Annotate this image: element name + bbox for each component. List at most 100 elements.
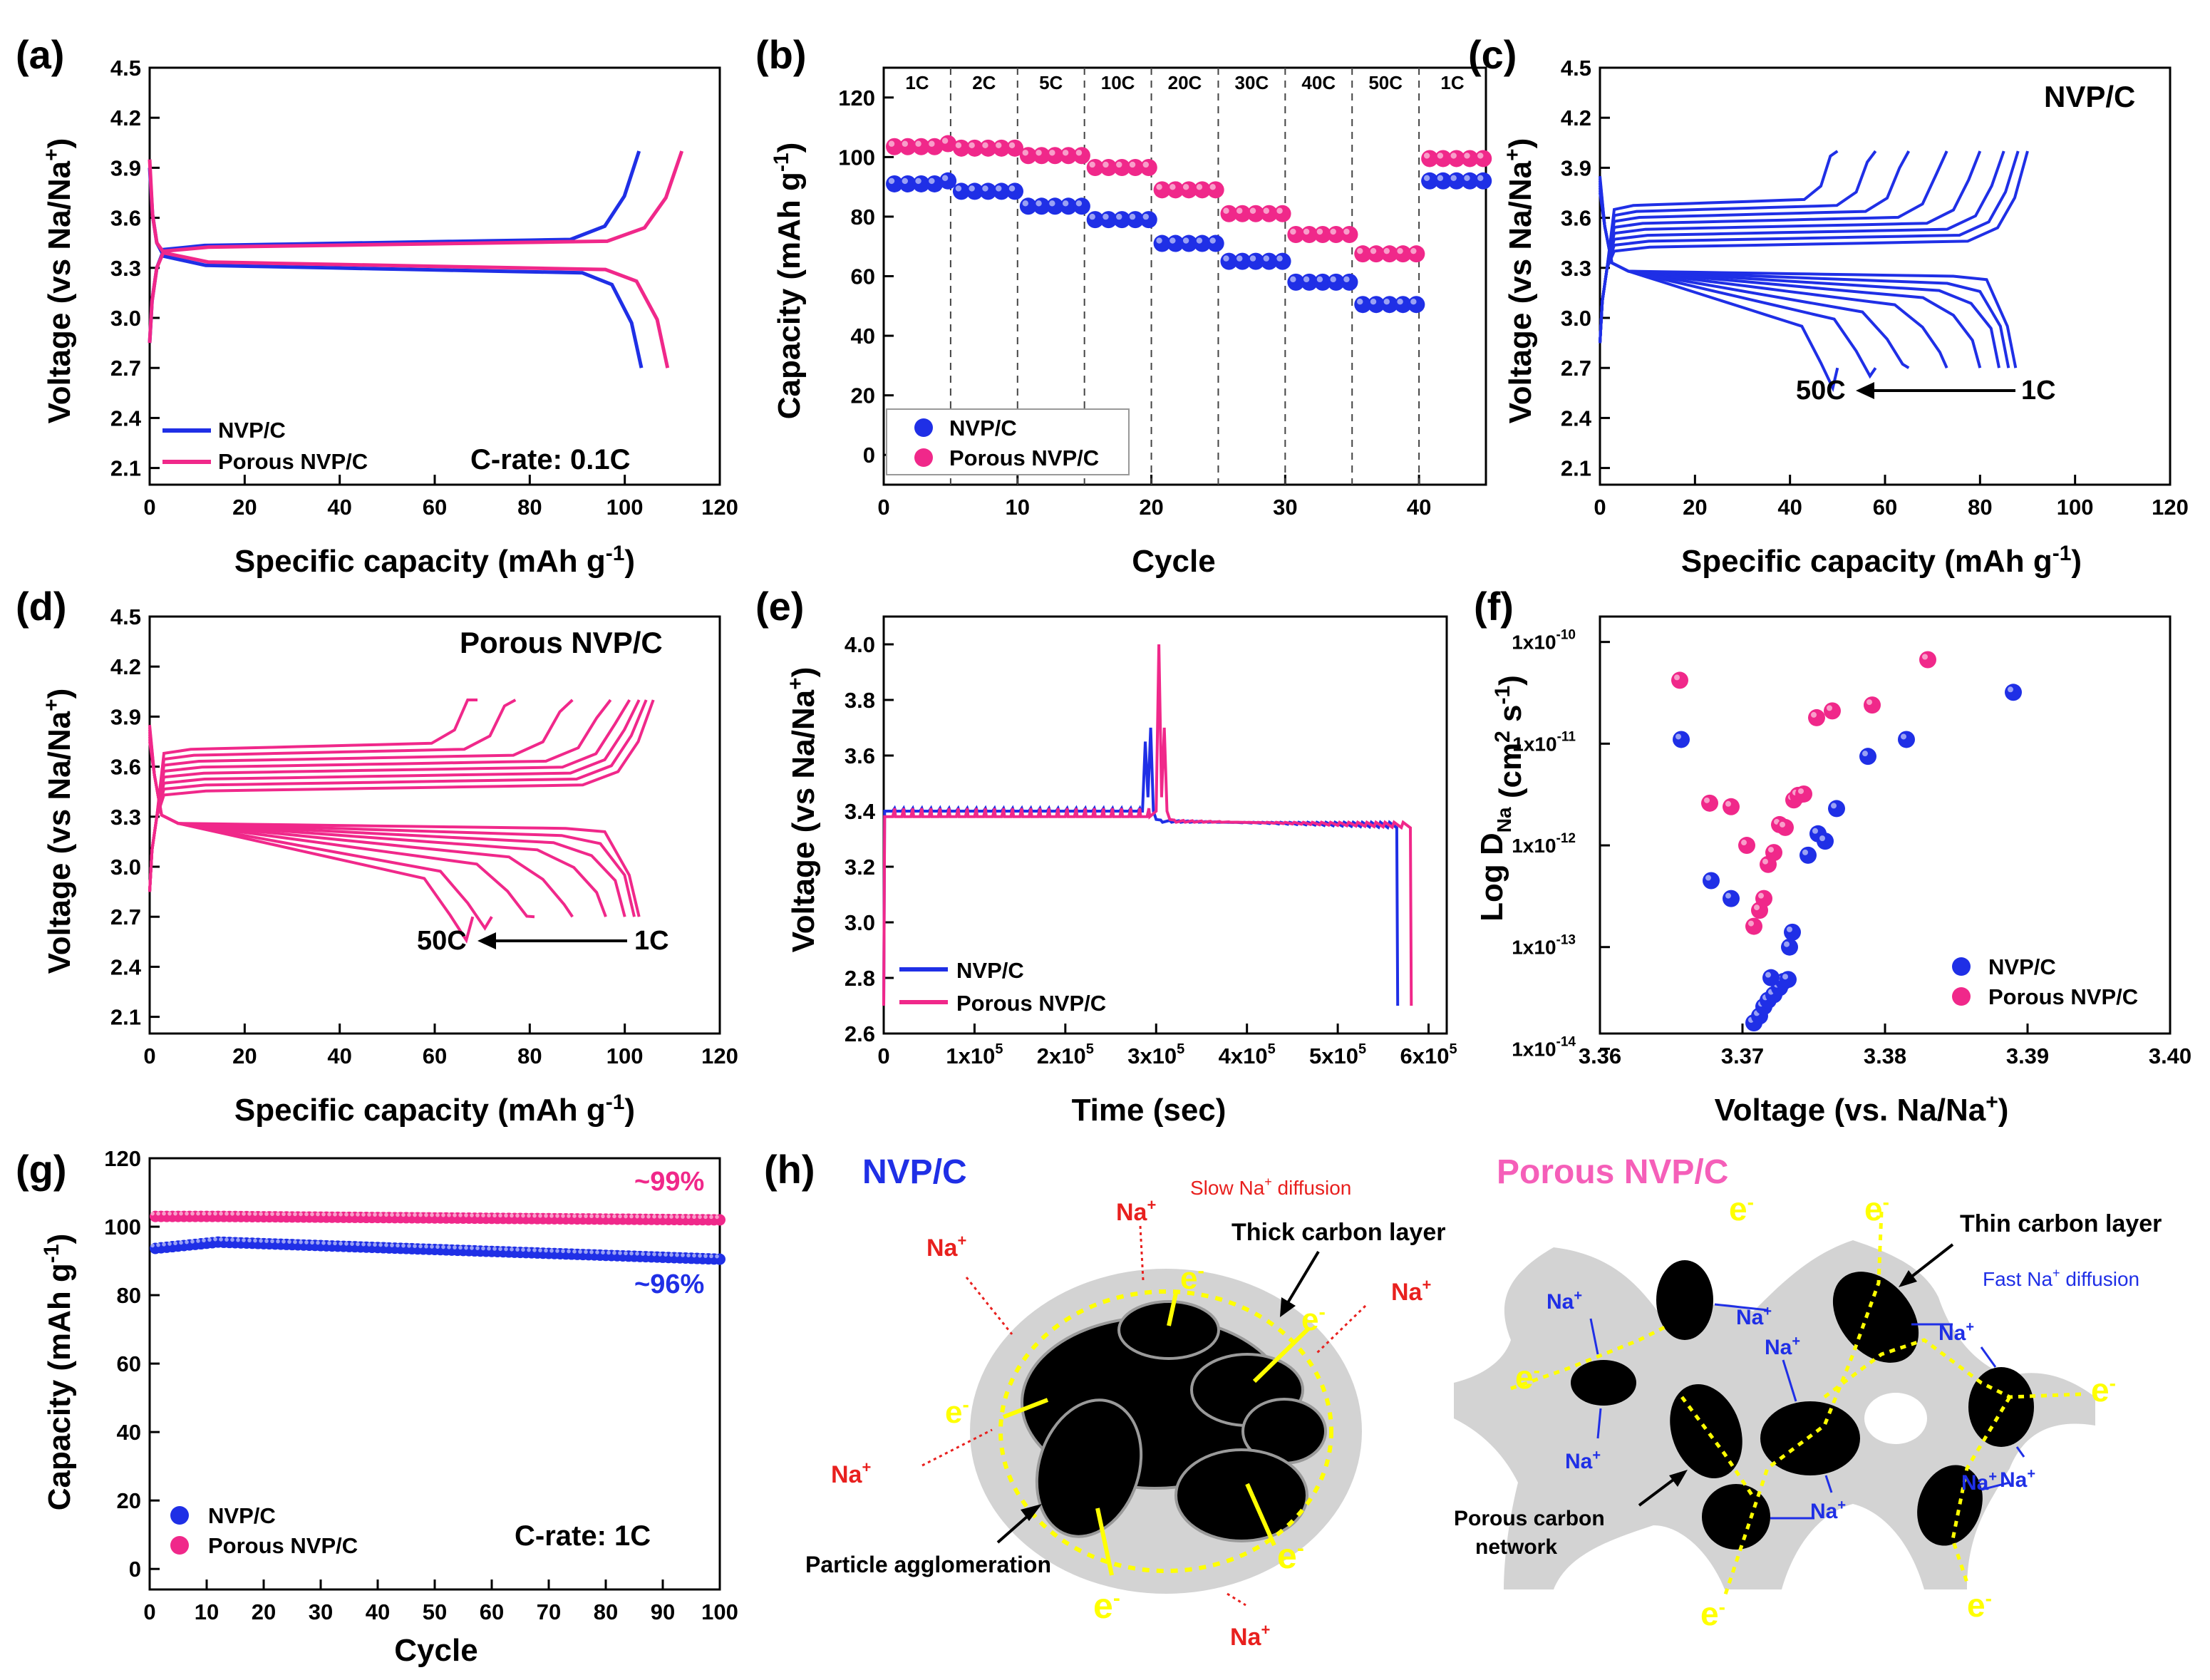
charge-curve-d: [148, 699, 655, 892]
diffusion-point-porous: [1723, 798, 1740, 815]
diffusion-point-porous: [1777, 818, 1794, 836]
cycle-point-nvp-g-highlight: [321, 1241, 326, 1245]
y-tick-label-b: 120: [838, 86, 875, 110]
pparticle-6: [1968, 1367, 2034, 1447]
legend-g: NVP/C Porous NVP/C: [170, 1503, 358, 1558]
pion-3: [1589, 1318, 1599, 1355]
cycle-point-nvp-highlight: [1196, 237, 1203, 244]
cycle-point-nvp-g-highlight: [344, 1242, 348, 1246]
cycle-point-porous-g-highlight: [230, 1211, 234, 1216]
gitt-curve-porous: [882, 644, 1413, 1006]
cycle-point-nvp-highlight: [1477, 175, 1484, 181]
y-tick-label-f: 1x10-13: [1512, 933, 1576, 959]
cycle-point-porous-g-highlight: [492, 1213, 497, 1218]
cycle-point-porous-g-highlight: [167, 1211, 172, 1216]
cycle-point-porous-g-highlight: [401, 1212, 406, 1217]
cycle-point-porous-highlight: [888, 140, 895, 147]
pe-label-3: e-: [1515, 1359, 1540, 1396]
cycle-point-porous-g-highlight: [390, 1212, 394, 1217]
cycle-point-nvp-highlight: [1142, 213, 1150, 220]
cycle-point-nvp-g-highlight: [207, 1237, 212, 1242]
cycle-point-porous-g-highlight: [333, 1212, 337, 1217]
cycle-point-nvp-g-highlight: [618, 1251, 622, 1255]
x-tick-label-c: 120: [2152, 495, 2189, 520]
y-tick-label-d: 3.6: [110, 755, 141, 780]
x-tick-label-d: 0: [143, 1043, 155, 1068]
cycle-point-porous-g-highlight: [458, 1213, 463, 1217]
cycle-point-porous-g-highlight: [259, 1212, 263, 1216]
cycle-point-porous-g-highlight: [715, 1215, 719, 1220]
cycle-point-porous-highlight: [1263, 207, 1270, 214]
y-tick-label-a: 3.3: [110, 256, 141, 281]
cycle-point-nvp-g-highlight: [538, 1248, 542, 1252]
x-tick-text-e: 6x10: [1400, 1043, 1449, 1068]
pe-label-2: e-: [1864, 1190, 1889, 1227]
schematic-nvp-c: NVP/C e- e- e- e-: [805, 1153, 1445, 1651]
x-tick-text-a: 40: [327, 495, 351, 520]
cycle-point-nvp: [1475, 172, 1492, 190]
cycle-point-nvp-highlight: [888, 177, 895, 185]
diffusion-point-highlight: [1674, 674, 1680, 681]
x-tick-label-e: 4x105: [1219, 1041, 1276, 1068]
cycle-point-porous-g-highlight: [641, 1214, 645, 1219]
y-tick-label-c: 3.0: [1561, 306, 1591, 331]
cycle-point-nvp-g-highlight: [230, 1237, 234, 1242]
legend-e: NVP/C Porous NVP/C: [899, 958, 1106, 1016]
y-tick-label-c: 2.1: [1561, 456, 1591, 481]
x-tick-label-g: 80: [594, 1599, 618, 1624]
cycle-point-nvp-g-highlight: [475, 1246, 480, 1250]
cycle-point-porous-highlight: [1290, 228, 1296, 235]
x-tick-text-g: 0: [143, 1599, 155, 1624]
diffusion-point-highlight: [1784, 941, 1790, 947]
cycle-point-nvp-g-highlight: [555, 1249, 559, 1253]
cycle-point-nvp-g-highlight: [179, 1240, 183, 1245]
y-tick-label-g: 80: [117, 1283, 141, 1308]
panel-label-g: (g): [16, 1147, 67, 1192]
x-tick-text-d: 100: [606, 1043, 644, 1068]
x-tick-text-a: 20: [232, 495, 257, 520]
cycle-point-porous-g-highlight: [270, 1212, 274, 1216]
cycle-point-nvp-g-highlight: [515, 1247, 520, 1252]
diffusion-point-porous: [1808, 708, 1825, 726]
y-tick-base-f: 1x10: [1512, 937, 1556, 959]
cycle-point-nvp-highlight: [941, 175, 949, 181]
x-tick-label-f: 3.37: [1721, 1043, 1764, 1068]
y-tick-base-f: 1x10: [1512, 733, 1556, 755]
legend-label-nvp-e: NVP/C: [956, 958, 1024, 983]
x-tick-text-e: 3x10: [1127, 1043, 1177, 1068]
diffusion-point-highlight: [1754, 905, 1760, 911]
cycle-point-porous-g-highlight: [521, 1213, 525, 1218]
diffusion-point-nvp: [1780, 971, 1797, 989]
cycle-point-nvp-g-highlight: [527, 1247, 531, 1252]
diffusion-point-highlight: [1798, 788, 1804, 794]
cycle-point-porous-highlight: [1236, 207, 1243, 214]
diffusion-point-highlight: [1725, 892, 1731, 899]
e-path-3: [1680, 1396, 1755, 1498]
cycle-point-nvp-g-highlight: [333, 1241, 337, 1246]
legend-label-porous-f: Porous NVP/C: [1988, 984, 2138, 1009]
cycle-point-nvp-highlight: [969, 185, 975, 192]
y-tick-label-f: 1x10-14: [1512, 1034, 1576, 1060]
y-tick-label-a: 4.2: [110, 105, 141, 130]
cycle-point-porous-highlight: [1036, 150, 1042, 156]
diffusion-point-highlight: [1768, 847, 1774, 853]
y-axis-title-g: Capacity (mAh g-1): [40, 1234, 77, 1511]
cycle-point-nvp-highlight: [1249, 255, 1256, 262]
cycle-point-nvp-highlight: [1316, 276, 1323, 283]
cycle-point-nvp-g-highlight: [196, 1239, 200, 1243]
plot-area-e: 0 1x105 2x105 3x105 4x105 5x105 6x1052.62.83.0…: [845, 615, 1457, 1068]
x-tick-text-g: 20: [252, 1599, 276, 1624]
x-tick-label-g: 60: [480, 1599, 504, 1624]
annotation-c: NVP/C: [2044, 80, 2135, 113]
x-tick-label-c: 80: [1968, 495, 1992, 520]
cycle-point-nvp-g-highlight: [498, 1247, 502, 1252]
panel-c: (c) 0 20 40 60 80 100 120 2.1 2.4 2.7 3.0 3.3 3.6 3.9…: [1468, 32, 2189, 579]
cycle-point-nvp-g-highlight: [350, 1242, 354, 1246]
y-tick-label-g: 0: [129, 1557, 141, 1582]
x-tick-text-d: 0: [143, 1043, 155, 1068]
cycle-point-porous-g-highlight: [567, 1214, 571, 1218]
cycle-point-nvp-g-highlight: [156, 1242, 160, 1247]
rate-to-label-d: 1C: [634, 926, 669, 956]
x-tick-text-b: 0: [877, 495, 889, 520]
